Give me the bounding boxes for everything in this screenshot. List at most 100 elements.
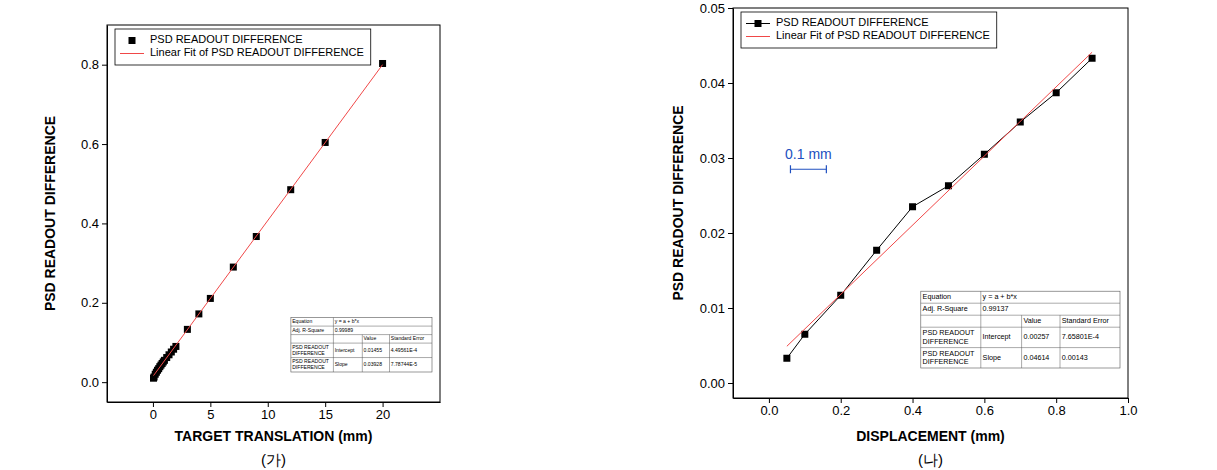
table-cell: PSD READOUTDIFFERENCE <box>923 349 976 366</box>
y-tick-label: 0.04 <box>700 76 725 91</box>
table-cell: 0.00143 <box>1062 353 1088 362</box>
x-tick-label: 0.4 <box>904 403 922 418</box>
legend-item: PSD READOUT DIFFERENCE <box>746 16 929 28</box>
table-cell: 4.49561E-4 <box>391 347 418 353</box>
y-axis: 0.0 0.2 0.4 0.6 0.8 <box>81 26 108 403</box>
table-frame <box>291 318 432 372</box>
x-tick-group: 0.0 <box>760 398 778 418</box>
table-cell: Slope <box>335 361 348 367</box>
y-tick-label: 0.01 <box>700 301 725 316</box>
table-rule <box>1060 315 1061 368</box>
y-tick-group: 0.01 <box>700 301 733 316</box>
table-cell: y = a + b*x <box>335 318 360 324</box>
table-cell: Value <box>1023 316 1041 325</box>
x-tick-label: 0 <box>150 407 157 422</box>
y-tick-label: 0.00 <box>700 376 725 391</box>
y-tick <box>102 303 107 304</box>
table-cell: PSD READOUTDIFFERENCE <box>923 328 976 345</box>
y-tick <box>728 158 733 159</box>
x-axis: 0 5 10 15 20 <box>108 402 441 422</box>
x-tick-group: 0.8 <box>1048 398 1066 418</box>
table-cell: 0.99989 <box>335 327 354 333</box>
chart-canvas: 0 5 10 15 20 0.0 0.2 0.4 0.6 0.8 TARGET TRANSLATIO… <box>0 0 1217 470</box>
scale-bar-cap <box>826 165 827 173</box>
x-tick-group: 5 <box>207 402 214 422</box>
table-cell: Intercept <box>335 347 355 353</box>
table-rule <box>1021 315 1022 368</box>
plot-frame <box>733 8 1128 398</box>
legend-marker <box>129 37 136 44</box>
table-cell: Standard Error <box>391 335 425 341</box>
fit-table: Equationy = a + b*xAdj. R-Square0.99137V… <box>921 291 1120 368</box>
table-cell: Adj. R-Square <box>292 327 324 333</box>
y-tick-group: 0.0 <box>81 375 107 390</box>
legend-box <box>741 12 997 48</box>
table-cell: 0.03928 <box>364 361 383 367</box>
y-tick-group: 0.02 <box>700 226 733 241</box>
data-point <box>1053 89 1060 96</box>
table-cell: 0.04614 <box>1023 353 1049 362</box>
x-tick-label: 5 <box>207 407 214 422</box>
y-tick <box>102 144 107 145</box>
table-cell: 7.78744E-5 <box>391 361 418 367</box>
y-tick-label: 0.8 <box>81 57 99 72</box>
x-tick-group: 0.6 <box>976 398 994 418</box>
x-tick-label: 15 <box>318 407 332 422</box>
y-tick-label: 0.4 <box>81 216 99 231</box>
table-cell: Intercept <box>983 332 1011 341</box>
table-cell: Adj. R-Square <box>923 304 968 313</box>
y-tick-label: 0.0 <box>81 375 99 390</box>
table-cell: 0.00257 <box>1023 332 1049 341</box>
fit-line <box>154 65 383 376</box>
legend-label: PSD READOUT DIFFERENCE <box>776 16 929 28</box>
x-tick-group: 10 <box>261 402 275 422</box>
y-tick-group: 0.04 <box>700 76 733 91</box>
x-tick-group: 0 <box>150 402 157 422</box>
x-axis-title: DISPLACEMENT (mm) <box>856 428 1005 444</box>
x-tick-group: 20 <box>376 402 390 422</box>
legend-label: PSD READOUT DIFFERENCE <box>150 33 303 45</box>
x-axis-title: TARGET TRANSLATION (mm) <box>175 428 373 444</box>
table-cell: Value <box>364 335 377 341</box>
legend-line <box>120 53 144 54</box>
y-tick <box>102 223 107 224</box>
data-point <box>783 355 790 362</box>
table-frame <box>921 291 1120 368</box>
x-axis: 0.00.20.40.60.81.0 <box>734 398 1138 418</box>
table-cell: Equation <box>292 318 312 324</box>
x-tick-group: 0.4 <box>904 398 922 418</box>
y-tick-group: 0.2 <box>81 295 107 310</box>
chart-caption: (가) <box>261 451 286 468</box>
line-chart: 0.00.20.40.60.81.00.000.010.020.030.040.… <box>670 1 1138 468</box>
scale-bar-label: 0.1 mm <box>785 146 832 162</box>
legend-item: Linear Fit of PSD READOUT DIFFERENCE <box>120 46 364 58</box>
y-tick-label: 0.02 <box>700 226 725 241</box>
y-tick-group: 0.4 <box>81 216 107 231</box>
table-cell: 0.01455 <box>364 347 383 353</box>
x-tick-label: 0.0 <box>760 403 778 418</box>
y-axis-title: PSD READOUT DIFFERENCE <box>42 116 58 311</box>
x-tick-label: 1.0 <box>1119 403 1137 418</box>
y-tick-label: 0.6 <box>81 137 99 152</box>
data-point <box>909 203 916 210</box>
legend: PSD READOUT DIFFERENCELinear Fit of PSD … <box>115 29 371 65</box>
table-cell: Equation <box>923 292 951 301</box>
plot-frame <box>107 25 440 402</box>
y-tick <box>728 8 733 9</box>
table-cell: Slope <box>983 353 1001 362</box>
table-cell: PSD READOUTDIFFERENCE <box>292 358 329 370</box>
y-tick <box>728 308 733 309</box>
legend: PSD READOUT DIFFERENCELinear Fit of PSD … <box>741 12 997 48</box>
data-point <box>1089 55 1096 62</box>
x-axis-line <box>734 398 1129 399</box>
scale-bar: 0.1 mm <box>785 146 832 173</box>
y-tick-group: 0.03 <box>700 151 733 166</box>
y-axis-line <box>733 9 734 399</box>
legend-marker <box>755 20 762 27</box>
y-axis-line <box>107 26 108 403</box>
legend-line <box>746 36 770 37</box>
legend-item: Linear Fit of PSD READOUT DIFFERENCE <box>746 29 990 41</box>
table-rule <box>980 291 981 368</box>
y-axis: 0.000.010.020.030.040.05 <box>700 1 734 399</box>
table-cell: Standard Error <box>1062 316 1110 325</box>
